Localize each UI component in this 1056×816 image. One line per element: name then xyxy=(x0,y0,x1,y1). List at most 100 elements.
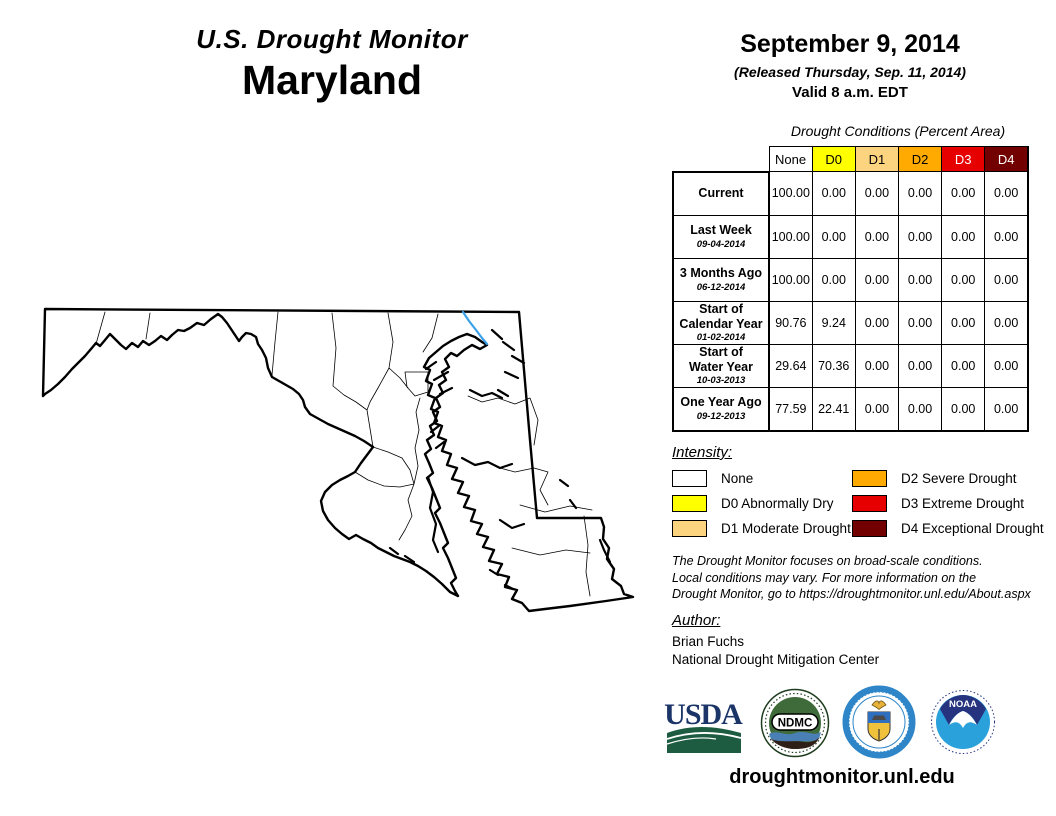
cell-value: 0.00 xyxy=(811,257,856,302)
cell-value: 0.00 xyxy=(854,386,899,432)
ndmc-logo-text: NDMC xyxy=(778,718,813,730)
cell-value: 100.00 xyxy=(768,214,813,259)
row-date: 09-04-2014 xyxy=(696,238,746,250)
cell-value: 0.00 xyxy=(984,386,1030,432)
table-row: Start of Calendar Year 01-02-2014 90.76 … xyxy=(672,300,1030,345)
col-header-d3: D3 xyxy=(941,146,986,172)
row-header-3-months-ago: 3 Months Ago 06-12-2014 xyxy=(672,257,770,302)
row-date: 06-12-2014 xyxy=(696,281,746,293)
cell-value: 0.00 xyxy=(897,214,943,259)
row-label: Last Week xyxy=(690,223,752,238)
legend-label: None xyxy=(721,471,754,486)
bay-shoreline-detail xyxy=(388,328,612,591)
legend-swatch-none xyxy=(672,470,707,487)
usda-logo: USDA xyxy=(664,698,744,753)
released-date: (Released Thursday, Sep. 11, 2014) xyxy=(734,64,966,80)
disclaimer-line: Local conditions may vary. For more info… xyxy=(672,570,977,585)
legend-item-d2: D2 Severe Drought xyxy=(852,470,1017,487)
row-header-last-week: Last Week 09-04-2014 xyxy=(672,214,770,259)
table-corner-cell xyxy=(673,146,769,172)
author-title: Author: xyxy=(672,612,721,629)
cell-value: 0.00 xyxy=(984,257,1030,302)
row-label: Start of Water Year xyxy=(689,345,753,374)
legend-label: D3 Extreme Drought xyxy=(901,496,1025,511)
commerce-seal-logo xyxy=(842,685,916,759)
intensity-legend: None D0 Abnormally Dry D1 Moderate Droug… xyxy=(672,470,1044,540)
cell-value: 0.00 xyxy=(854,343,899,388)
drought-conditions-table: None D0 D1 D2 D3 D4 Current 100.00 0.00 … xyxy=(672,146,1030,432)
cell-value: 100.00 xyxy=(768,171,813,216)
usda-logo-text: USDA xyxy=(664,698,743,731)
row-header-one-year-ago: One Year Ago 09-12-2013 xyxy=(672,386,770,432)
legend-swatch-d1 xyxy=(672,520,707,537)
susquehanna-river xyxy=(461,310,489,346)
cell-value: 0.00 xyxy=(984,214,1030,259)
table-row: 3 Months Ago 06-12-2014 100.00 0.00 0.00… xyxy=(672,257,1030,302)
disclaimer-text: The Drought Monitor focuses on broad-sca… xyxy=(672,553,1031,603)
legend-label: D4 Exceptional Drought xyxy=(901,521,1044,536)
legend-swatch-d0 xyxy=(672,495,707,512)
legend-item-d4: D4 Exceptional Drought xyxy=(852,520,1044,537)
col-header-d1: D1 xyxy=(854,146,899,172)
row-date: 01-02-2014 xyxy=(696,331,746,343)
cell-value: 0.00 xyxy=(897,300,943,345)
col-header-d4: D4 xyxy=(984,146,1030,172)
date-block: September 9, 2014 (Released Thursday, Se… xyxy=(700,30,1000,101)
cell-value: 22.41 xyxy=(811,386,856,432)
cell-value: 0.00 xyxy=(897,257,943,302)
report-date: September 9, 2014 xyxy=(740,30,960,58)
cell-value: 0.00 xyxy=(854,300,899,345)
title-block: U.S. Drought Monitor Maryland xyxy=(132,24,532,104)
state-outline xyxy=(41,307,635,613)
cell-value: 0.00 xyxy=(984,343,1030,388)
disclaimer-line: The Drought Monitor focuses on broad-sca… xyxy=(672,554,983,568)
legend-swatch-d4 xyxy=(852,520,887,537)
ndmc-logo: NDMC xyxy=(760,688,830,758)
region-title: Maryland xyxy=(242,57,422,103)
website-url: droughtmonitor.unl.edu xyxy=(729,766,955,788)
legend-item-d3: D3 Extreme Drought xyxy=(852,495,1024,512)
city-boundary xyxy=(404,371,429,397)
legend-item-d1: D1 Moderate Drought xyxy=(672,520,851,537)
valid-time: Valid 8 a.m. EDT xyxy=(792,84,908,101)
legend-item-d0: D0 Abnormally Dry xyxy=(672,495,834,512)
noaa-logo: NOAA xyxy=(930,689,996,755)
cell-value: 0.00 xyxy=(941,257,986,302)
report-title: U.S. Drought Monitor xyxy=(196,24,468,54)
cell-value: 0.00 xyxy=(941,386,986,432)
table-title: Drought Conditions (Percent Area) xyxy=(790,123,1006,139)
cell-value: 90.76 xyxy=(768,300,813,345)
cell-value: 29.64 xyxy=(768,343,813,388)
row-header-start-water-year: Start of Water Year 10-03-2013 xyxy=(672,343,770,388)
cell-value: 0.00 xyxy=(941,214,986,259)
cell-value: 0.00 xyxy=(811,214,856,259)
table-row: Start of Water Year 10-03-2013 29.64 70.… xyxy=(672,343,1030,388)
author-organization: National Drought Mitigation Center xyxy=(672,652,880,667)
cell-value: 0.00 xyxy=(984,300,1030,345)
table-row: Current 100.00 0.00 0.00 0.00 0.00 0.00 xyxy=(672,170,1030,216)
cell-value: 0.00 xyxy=(941,300,986,345)
row-label: One Year Ago xyxy=(680,395,762,410)
cell-value: 0.00 xyxy=(984,171,1030,216)
cell-value: 0.00 xyxy=(854,171,899,216)
row-date: 10-03-2013 xyxy=(696,374,746,386)
table-row: One Year Ago 09-12-2013 77.59 22.41 0.00… xyxy=(672,386,1030,432)
cell-value: 0.00 xyxy=(941,343,986,388)
legend-label: D1 Moderate Drought xyxy=(721,521,851,536)
table-row: Last Week 09-04-2014 100.00 0.00 0.00 0.… xyxy=(672,214,1030,259)
disclaimer-line: Drought Monitor, go to https://droughtmo… xyxy=(672,587,1031,601)
cell-value: 77.59 xyxy=(768,386,813,432)
cell-value: 100.00 xyxy=(768,257,813,302)
col-header-d0: D0 xyxy=(811,146,856,172)
cell-value: 0.00 xyxy=(897,386,943,432)
cell-value: 0.00 xyxy=(854,257,899,302)
legend-label: D0 Abnormally Dry xyxy=(721,496,834,511)
col-header-none: None xyxy=(768,146,813,172)
row-label: 3 Months Ago xyxy=(679,266,763,281)
cell-value: 0.00 xyxy=(854,214,899,259)
intensity-title: Intensity: xyxy=(672,444,733,461)
cell-value: 70.36 xyxy=(811,343,856,388)
row-label: Current xyxy=(698,185,744,200)
cell-value: 0.00 xyxy=(811,171,856,216)
